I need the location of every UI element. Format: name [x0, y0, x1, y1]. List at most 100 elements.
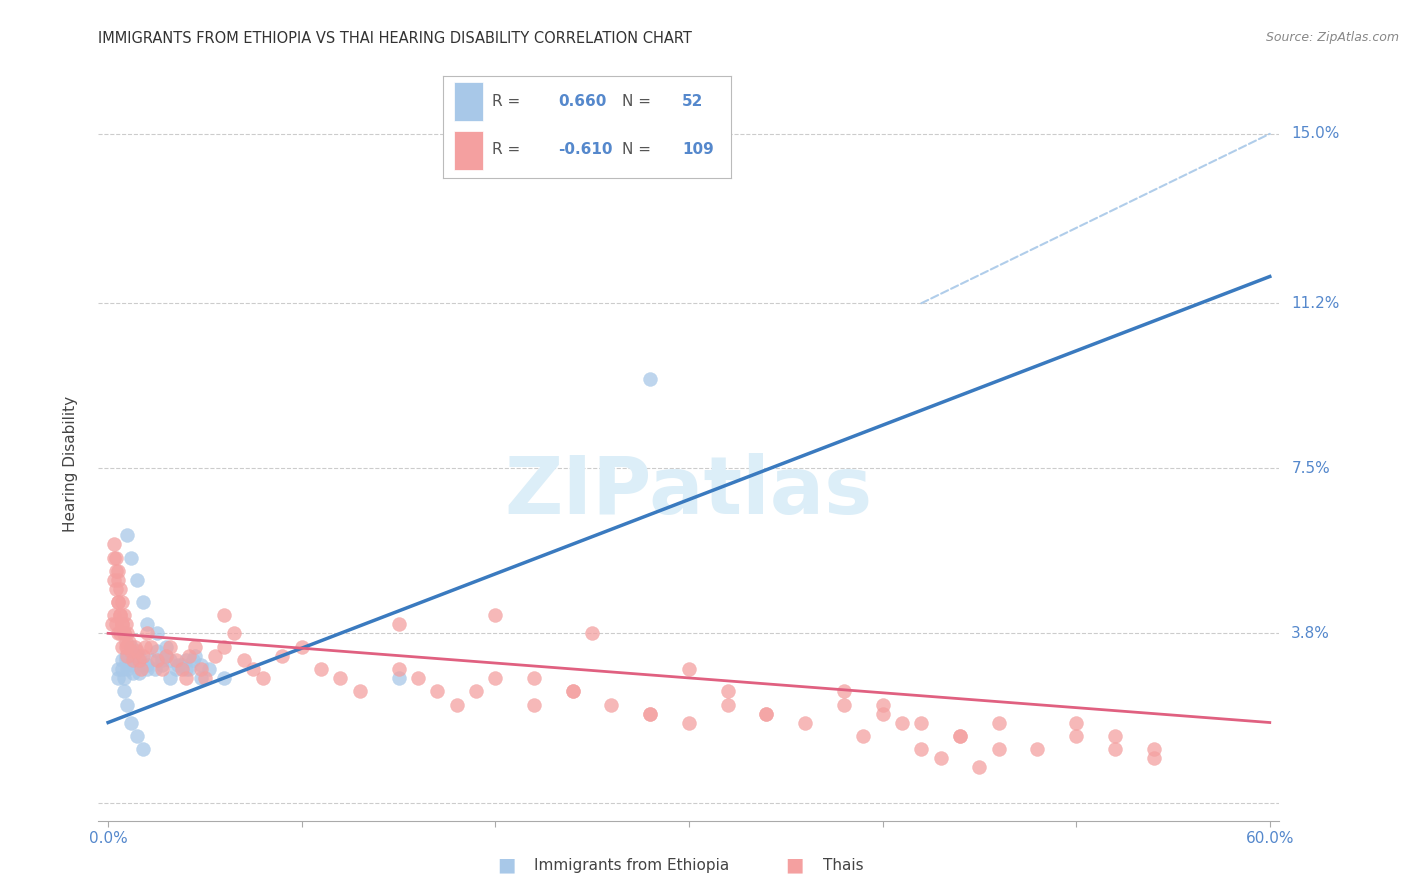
Point: [117, 626, 139, 640]
Point: [111, 617, 134, 632]
Text: N =: N =: [621, 142, 655, 157]
Point: [166, 657, 188, 672]
Point: [949, 729, 972, 743]
Point: [111, 662, 134, 676]
Point: [118, 635, 141, 649]
Text: Immigrants from Ethiopia: Immigrants from Ethiopia: [534, 858, 730, 872]
Point: [139, 653, 162, 667]
Point: [1142, 742, 1164, 756]
Point: [638, 706, 661, 721]
Point: [165, 662, 187, 676]
Point: [222, 626, 245, 640]
Point: [114, 635, 136, 649]
Point: [561, 684, 583, 698]
Point: [523, 671, 546, 685]
Point: [122, 653, 145, 667]
Point: [929, 751, 952, 765]
Point: [103, 537, 125, 551]
Point: [406, 671, 429, 685]
Point: [117, 640, 139, 654]
Point: [184, 640, 207, 654]
Text: ■: ■: [785, 855, 804, 875]
Point: [197, 662, 219, 676]
Point: [107, 595, 129, 609]
Point: [387, 671, 409, 685]
Point: [600, 698, 623, 712]
Text: 0.660: 0.660: [558, 94, 606, 109]
Point: [132, 595, 155, 609]
Point: [132, 648, 155, 663]
Point: [214, 608, 236, 623]
Text: R =: R =: [492, 142, 524, 157]
Point: [114, 648, 136, 663]
Text: ZIPatlas: ZIPatlas: [505, 453, 873, 532]
Point: [949, 729, 972, 743]
Point: [145, 626, 167, 640]
Point: [581, 626, 603, 640]
Point: [127, 644, 149, 658]
Point: [1104, 742, 1126, 756]
Point: [114, 640, 136, 654]
Point: [150, 657, 173, 672]
Point: [214, 671, 236, 685]
Point: [108, 582, 131, 596]
Point: [114, 653, 136, 667]
Point: [181, 653, 204, 667]
Point: [523, 698, 546, 712]
Point: [387, 617, 409, 632]
Point: [184, 648, 207, 663]
Point: [190, 671, 212, 685]
Point: [120, 550, 142, 565]
Text: Thais: Thais: [823, 858, 863, 872]
Text: Source: ZipAtlas.com: Source: ZipAtlas.com: [1265, 31, 1399, 45]
Point: [349, 684, 371, 698]
Text: R =: R =: [492, 94, 524, 109]
Point: [794, 715, 817, 730]
Point: [155, 640, 177, 654]
Point: [484, 608, 506, 623]
Point: [755, 706, 778, 721]
Point: [426, 684, 449, 698]
Point: [832, 698, 855, 712]
Point: [910, 715, 932, 730]
Point: [103, 550, 125, 565]
Point: [159, 640, 181, 654]
Point: [129, 662, 152, 676]
Point: [1026, 742, 1049, 756]
Point: [117, 648, 139, 663]
Point: [108, 626, 131, 640]
Point: [194, 671, 217, 685]
Point: [139, 640, 162, 654]
Point: [122, 666, 145, 681]
Point: [159, 653, 181, 667]
Point: [111, 653, 134, 667]
Point: [190, 657, 212, 672]
Point: [135, 662, 157, 676]
Point: [291, 640, 314, 654]
Point: [107, 564, 129, 578]
Text: 109: 109: [682, 142, 714, 157]
Point: [128, 666, 150, 681]
Point: [717, 698, 740, 712]
Point: [1142, 751, 1164, 765]
Point: [561, 684, 583, 698]
Point: [717, 684, 740, 698]
Point: [252, 671, 274, 685]
Text: ■: ■: [496, 855, 516, 875]
Point: [170, 662, 193, 676]
Point: [678, 662, 700, 676]
Point: [832, 684, 855, 698]
Point: [111, 617, 134, 632]
Point: [118, 657, 141, 672]
Point: [112, 626, 135, 640]
Point: [120, 715, 142, 730]
Y-axis label: Hearing Disability: Hearing Disability: [63, 396, 77, 532]
Point: [132, 742, 155, 756]
Point: [124, 640, 146, 654]
Point: [890, 715, 912, 730]
Point: [170, 657, 193, 672]
Point: [969, 760, 991, 774]
Point: [135, 617, 157, 632]
Point: [103, 608, 125, 623]
Text: -0.610: -0.610: [558, 142, 613, 157]
